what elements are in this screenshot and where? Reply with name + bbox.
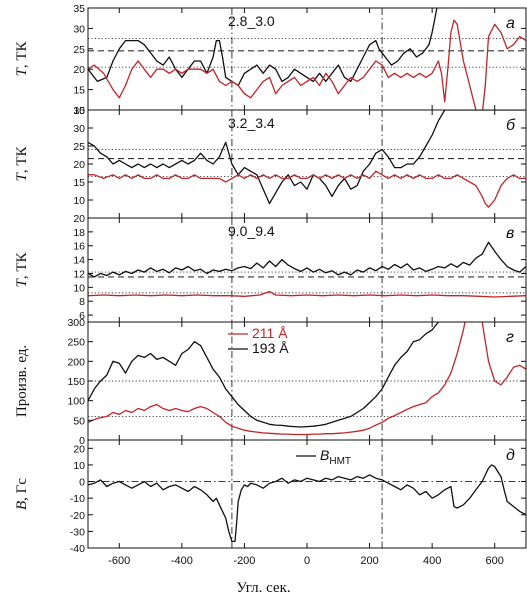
y-tick-label: 6 — [79, 310, 85, 322]
y-tick-label: 10 — [73, 282, 85, 294]
series-line-0 — [88, 110, 526, 205]
y-tick-label: 10 — [73, 460, 85, 472]
y-tick-label: 200 — [67, 356, 85, 368]
y-tick-label: 0 — [79, 477, 85, 489]
x-tick-label: -200 — [233, 555, 255, 567]
y-axis-title: T, ТК — [14, 41, 30, 77]
legend-subscript: НМТ — [329, 456, 351, 467]
y-tick-label: 250 — [67, 337, 85, 349]
panel-annotation: 9.0_9.4 — [228, 223, 275, 239]
legend-label: BНМТ — [320, 447, 351, 467]
y-tick-label: 15 — [73, 177, 85, 189]
y-tick-label: 20 — [73, 159, 85, 171]
y-tick-label: 35 — [73, 105, 85, 117]
panel-annotation: 2.8_3.0 — [228, 13, 275, 29]
panel-letter: в — [506, 225, 514, 242]
legend-label: 211 Å — [252, 325, 288, 341]
series-line-1 — [88, 322, 440, 428]
y-tick-label: 12 — [73, 268, 85, 280]
series-line-0 — [88, 241, 526, 278]
x-tick-label: -400 — [171, 555, 193, 567]
x-axis-title: Угл. сек. — [236, 580, 291, 596]
panel-frame — [87, 7, 527, 111]
y-tick-label: 15 — [73, 85, 85, 97]
panel-letter: г — [506, 329, 514, 346]
panel-0: 10 15 20 25 30 35 а 2.8_3.0 — [73, 3, 527, 117]
series-line-0 — [88, 8, 438, 87]
y-tick-label: 8 — [79, 296, 85, 308]
y-tick-label: 0 — [79, 435, 85, 447]
y-tick-label: 35 — [73, 3, 85, 15]
y-axis-title: T, ТК — [14, 146, 30, 182]
y-axis-title: Произв. ед. — [14, 344, 30, 418]
panel-frame — [87, 109, 527, 219]
y-tick-label: 150 — [67, 376, 85, 388]
y-tick-label: 30 — [73, 123, 85, 135]
x-tick-label: 600 — [486, 555, 504, 567]
y-tick-label: 300 — [67, 317, 85, 329]
y-axis-title: B, Гс — [14, 478, 30, 511]
y-tick-label: 100 — [67, 396, 85, 408]
panel-letter: а — [506, 15, 515, 32]
series-line-0 — [88, 322, 526, 436]
panel-1: 10 15 20 25 30 35 б 3.2_3.4 — [73, 105, 527, 219]
x-tick-label: 200 — [360, 555, 378, 567]
y-tick-label: 10 — [73, 105, 85, 117]
y-tick-label: 25 — [73, 44, 85, 56]
y-tick-label: 18 — [73, 227, 85, 239]
legend-label: 193 Å — [252, 340, 289, 356]
panel-annotation: 3.2_3.4 — [228, 115, 275, 131]
series-line-1 — [88, 290, 526, 298]
y-tick-label: 16 — [73, 241, 85, 253]
y-tick-label: 14 — [73, 255, 85, 267]
series-line-1 — [88, 170, 526, 208]
y-tick-label: 50 — [73, 415, 85, 427]
y-tick-label: 30 — [73, 23, 85, 35]
y-tick-label: 20 — [73, 213, 85, 225]
y-tick-label: -20 — [70, 510, 85, 522]
panel-letter: б — [506, 117, 516, 134]
y-tick-label: -30 — [70, 526, 85, 538]
y-tick-label: -10 — [70, 493, 85, 505]
series-line-1 — [88, 19, 526, 110]
y-tick-label: 25 — [73, 141, 85, 153]
y-tick-label: 10 — [73, 195, 85, 207]
x-tick-label: 400 — [423, 555, 441, 567]
y-axis-title: T, ТК — [14, 252, 30, 288]
x-tick-label: 0 — [304, 555, 310, 567]
y-tick-label: 20 — [73, 64, 85, 76]
series-line-0 — [88, 464, 526, 543]
panel-4: -40 -30 -20 -10 0 10 20 д BНМТ — [70, 439, 527, 555]
panel-letter: д — [506, 447, 515, 464]
y-tick-label: 20 — [73, 443, 85, 455]
y-tick-label: -40 — [70, 543, 85, 555]
x-tick-label: -600 — [108, 555, 130, 567]
